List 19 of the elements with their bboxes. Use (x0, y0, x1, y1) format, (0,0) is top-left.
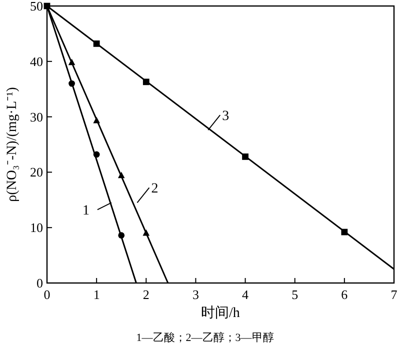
annotation: 3 (222, 109, 230, 124)
y-tick-label: 30 (30, 109, 43, 124)
x-tick-label: 4 (242, 287, 250, 302)
x-tick-label: 6 (341, 287, 348, 302)
x-tick-label: 3 (192, 287, 199, 302)
x-tick-label: 5 (292, 287, 298, 302)
y-axis-title: ρ(NO₃⁻-N)/(mg·L⁻¹) (5, 86, 20, 202)
annotation: 1 (82, 204, 90, 219)
y-tick-label: 0 (36, 276, 43, 290)
text: 1—乙酸；2—乙醇；3—甲醇 (136, 331, 274, 344)
x-tick-label: 2 (142, 287, 150, 302)
x-axis-title: 时间/h (201, 305, 240, 321)
y-tick-label: 10 (30, 220, 43, 236)
y-tick-label: 40 (30, 54, 43, 69)
y-tick-label: 20 (30, 164, 43, 180)
annotation: 2 (151, 182, 158, 197)
x-tick-label: 1 (93, 287, 100, 302)
y-tick-label: 50 (30, 0, 43, 14)
x-tick-label: 7 (390, 287, 398, 302)
